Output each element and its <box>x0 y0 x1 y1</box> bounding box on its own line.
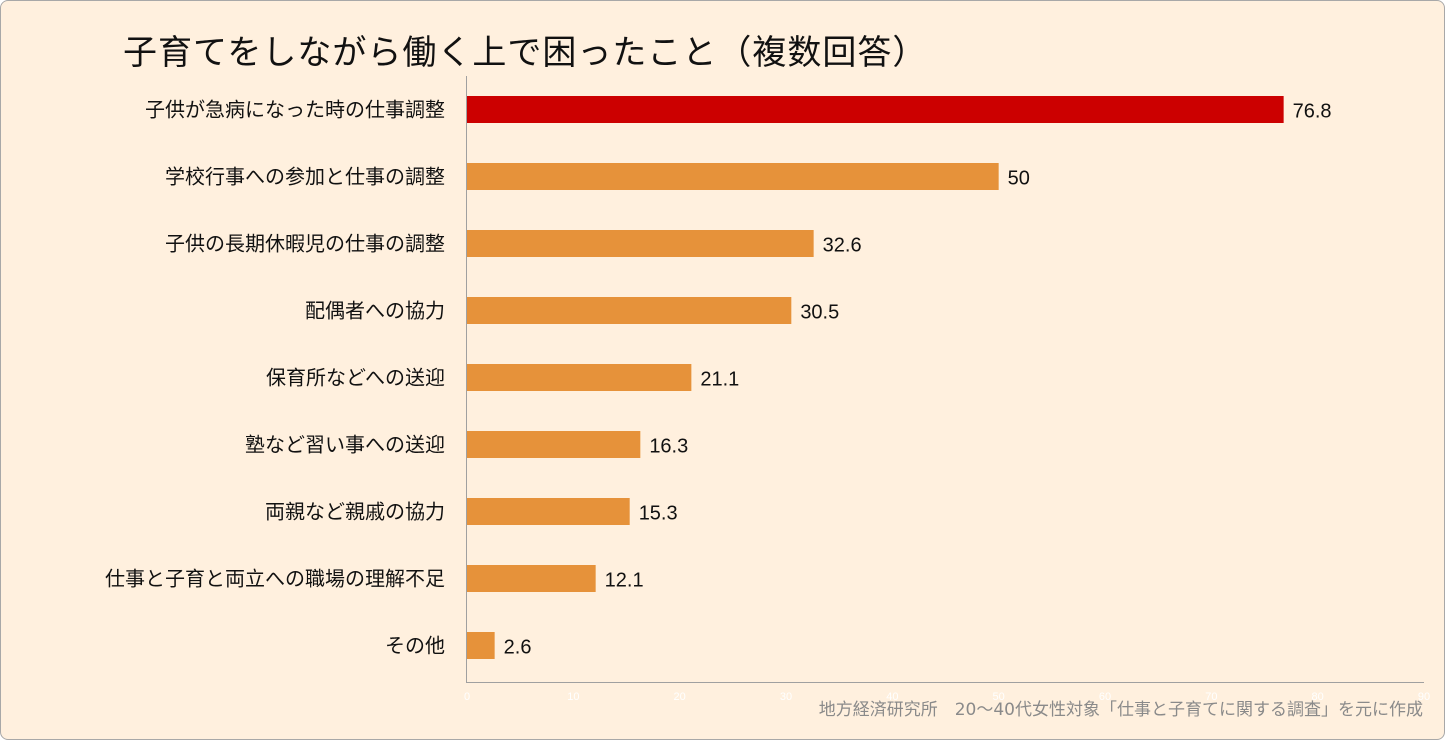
value-labels-group: 76.8 50 32.6 30.5 21.1 16.3 15.3 12.1 2.6 <box>504 101 1332 659</box>
category-label: 子供が急病になった時の仕事調整 <box>145 98 445 122</box>
value-label: 76.8 <box>1293 101 1332 123</box>
category-label: 子供の長期休暇児の仕事の調整 <box>165 232 445 256</box>
x-tick-label: 60 <box>1099 691 1111 703</box>
category-label: 配偶者への協力 <box>305 299 445 323</box>
x-tick-label: 50 <box>993 691 1005 703</box>
value-label: 2.6 <box>504 637 532 659</box>
x-tick-labels-group: 0 10 20 30 40 50 60 70 80 90 <box>464 691 1430 703</box>
value-label: 50 <box>1008 168 1030 190</box>
bar-7 <box>467 498 630 525</box>
category-label: 塾など習い事への送迎 <box>245 433 445 457</box>
bars-group <box>467 96 1284 659</box>
category-label: 仕事と子育と両立への職場の理解不足 <box>105 567 445 591</box>
bar-1 <box>467 96 1284 123</box>
x-tick-label: 0 <box>464 691 470 703</box>
x-tick-label: 80 <box>1312 691 1324 703</box>
value-label: 16.3 <box>649 436 688 458</box>
x-tick-label: 30 <box>780 691 792 703</box>
value-label: 21.1 <box>700 369 739 391</box>
bar-8 <box>467 565 596 592</box>
bar-9 <box>467 632 495 659</box>
bar-2 <box>467 163 999 190</box>
x-tick-label: 40 <box>886 691 898 703</box>
bar-3 <box>467 230 814 257</box>
category-label: 両親など親戚の協力 <box>265 500 445 524</box>
category-label: 保育所などへの送迎 <box>266 366 445 390</box>
value-label: 12.1 <box>605 570 644 592</box>
value-label: 15.3 <box>639 503 678 525</box>
category-label: その他 <box>385 634 445 658</box>
value-label: 30.5 <box>800 302 839 324</box>
bar-4 <box>467 297 792 324</box>
value-label: 32.6 <box>823 235 862 257</box>
category-label: 学校行事への参加と仕事の調整 <box>165 165 445 189</box>
bar-5 <box>467 364 692 391</box>
x-tick-label: 90 <box>1418 691 1430 703</box>
category-labels-group: 子供が急病になった時の仕事調整学校行事への参加と仕事の調整子供の長期休暇児の仕事… <box>105 98 445 658</box>
x-tick-label: 10 <box>567 691 579 703</box>
x-tick-label: 20 <box>674 691 686 703</box>
bar-6 <box>467 431 641 458</box>
chart-title: 子育てをしながら働く上で困ったこと（複数回答） <box>123 33 928 73</box>
x-tick-label: 70 <box>1205 691 1217 703</box>
source-note: 地方経済研究所 20～40代女性対象「仕事と子育てに関する調査」を元に作成 <box>818 700 1423 720</box>
